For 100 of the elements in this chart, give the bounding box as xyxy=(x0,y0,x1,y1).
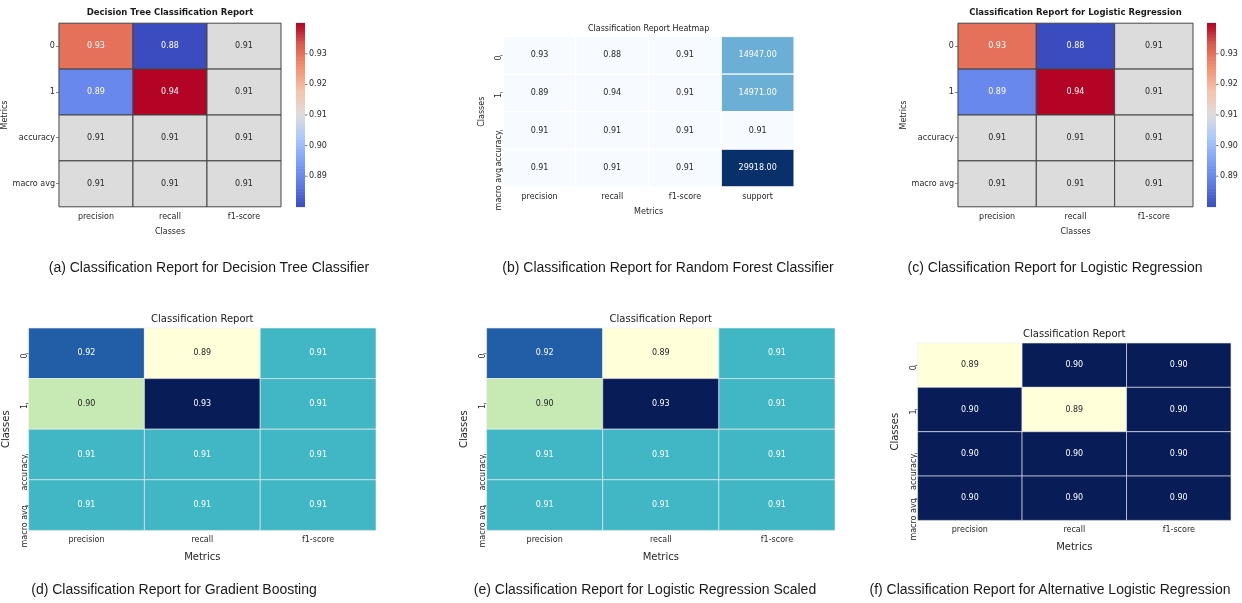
color-bar-label: 0.89 xyxy=(309,171,327,181)
x-tick-label: precision xyxy=(68,535,105,545)
data-label: 0.91 xyxy=(603,125,622,135)
chart-title: Decision Tree Classification Report xyxy=(86,7,254,18)
data-label: 0.91 xyxy=(651,449,670,459)
data-label: 0.91 xyxy=(309,449,328,459)
x-tick-label: recall xyxy=(649,535,672,545)
data-label: 0.89 xyxy=(651,348,670,358)
data-label: 0.89 xyxy=(1065,404,1084,414)
y-tick-label: 0 xyxy=(49,41,55,51)
data-label: 0.90 xyxy=(1065,360,1084,370)
data-label: 0.91 xyxy=(768,398,786,408)
x-tick-label: precision xyxy=(979,211,1016,221)
data-label: 0.90 xyxy=(1169,360,1188,370)
color-bar-label: 0.91 xyxy=(309,110,327,120)
data-label: 0.91 xyxy=(748,125,767,135)
x-tick-label: recall xyxy=(1063,525,1086,535)
text: 0.88 xyxy=(161,41,179,51)
data-label: 0.91 xyxy=(77,500,96,510)
text: 0.91 xyxy=(235,178,253,188)
text: 0.91 xyxy=(1066,133,1085,143)
data-label: 29918.00 xyxy=(738,163,777,173)
y-tick-label: 0 xyxy=(19,353,29,359)
data-label: 0.93 xyxy=(193,398,212,408)
color-bar-label: 0.93 xyxy=(309,48,327,58)
y-tick-label: 0 xyxy=(948,41,954,51)
text: 0.94 xyxy=(161,87,179,97)
x-tick-label: f1-score xyxy=(1137,211,1171,221)
y-tick-label: macro avg xyxy=(911,178,954,188)
data-label: 0.94 xyxy=(603,88,622,97)
x-tick-label: f1-score xyxy=(668,191,702,201)
data-label: 0.90 xyxy=(535,398,554,408)
y-tick-label: accuracy xyxy=(18,133,56,143)
text: 0.93 xyxy=(87,41,105,51)
y-tick-label: accuracy xyxy=(917,133,955,143)
text: 0.94 xyxy=(1066,87,1085,97)
text: (b) Classification Report for Random Forest Classifier xyxy=(502,258,835,275)
x-tick-label: f1-score xyxy=(760,535,794,545)
x-tick-label: precision xyxy=(77,211,115,221)
data-label: 0.91 xyxy=(77,449,96,459)
color-bar-label: 0.92 xyxy=(309,79,327,89)
data-label: 0.91 xyxy=(676,50,694,60)
text: 0.91 xyxy=(161,133,179,143)
text: 0.91 xyxy=(87,133,105,143)
y-tick-label: macro avg xyxy=(494,168,504,211)
y-tick-label: macro avg xyxy=(19,505,29,548)
y-axis-title: Classes xyxy=(457,410,469,449)
data-label: 0.93 xyxy=(651,398,670,408)
data-label: 0.91 xyxy=(603,163,622,173)
text: (f) Classification Report for Alternative Logistic Regression xyxy=(869,580,1231,597)
y-tick-label: 1 xyxy=(908,409,918,415)
data-label: 0.90 xyxy=(1169,404,1188,414)
text: 0.91 xyxy=(1144,133,1163,143)
text: 0.91 xyxy=(1144,87,1163,97)
x-axis-title: Metrics xyxy=(634,207,664,217)
y-tick-label: accuracy xyxy=(908,453,918,490)
y-tick-label: 0 xyxy=(477,353,487,359)
x-tick-label: recall xyxy=(159,211,181,221)
text: 0.91 xyxy=(1144,41,1163,51)
x-tick-label: recall xyxy=(191,535,214,545)
color-bar-label: 0.90 xyxy=(1220,140,1238,150)
x-tick-label: support xyxy=(742,191,774,201)
data-label: 0.90 xyxy=(960,404,979,414)
y-tick-label: macro avg xyxy=(908,498,918,541)
text: (e) Classification Report for Logistic Regression Scaled xyxy=(473,580,817,597)
chart-title: Classification Report xyxy=(151,312,254,324)
text: (c) Classification Report for Logistic Regression xyxy=(907,258,1203,275)
y-tick-label: 1 xyxy=(494,92,504,99)
y-axis-title: Metrics xyxy=(0,100,9,130)
text: (a) Classification Report for Decision Tree Classifier xyxy=(48,258,370,275)
y-tick-label: 1 xyxy=(49,87,55,97)
x-tick-label: f1-score xyxy=(301,535,335,545)
data-label: 0.91 xyxy=(651,500,670,510)
text: 0.88 xyxy=(1066,41,1085,51)
data-label: 0.91 xyxy=(768,348,786,358)
data-label: 0.90 xyxy=(1169,448,1188,458)
y-axis-title: Classes xyxy=(476,96,486,127)
y-tick-label: accuracy xyxy=(19,454,29,491)
data-label: 0.91 xyxy=(676,88,694,97)
x-tick-label: f1-score xyxy=(1162,525,1195,535)
x-axis-title: Classes xyxy=(1060,227,1091,237)
data-label: 0.91 xyxy=(530,163,549,173)
data-label: 0.92 xyxy=(535,348,554,358)
color-bar-label: 0.93 xyxy=(1220,48,1238,58)
y-axis-title: Metrics xyxy=(898,100,908,130)
text: 0.89 xyxy=(87,87,105,97)
data-label: 14947.00 xyxy=(738,50,777,60)
x-axis-title: Metrics xyxy=(184,550,221,562)
data-label: 0.90 xyxy=(1065,448,1084,458)
y-tick-label: accuracy xyxy=(494,130,504,167)
data-label: 0.91 xyxy=(676,163,694,173)
data-label: 0.93 xyxy=(530,50,549,60)
y-tick-label: 1 xyxy=(948,87,954,97)
data-label: 0.91 xyxy=(535,500,554,510)
y-axis-title: Classes xyxy=(888,412,900,451)
data-label: 0.91 xyxy=(535,449,554,459)
text: 0.93 xyxy=(988,41,1007,51)
data-label: 0.91 xyxy=(676,125,694,135)
x-tick-label: precision xyxy=(526,535,563,545)
data-label: 0.90 xyxy=(1169,493,1188,503)
